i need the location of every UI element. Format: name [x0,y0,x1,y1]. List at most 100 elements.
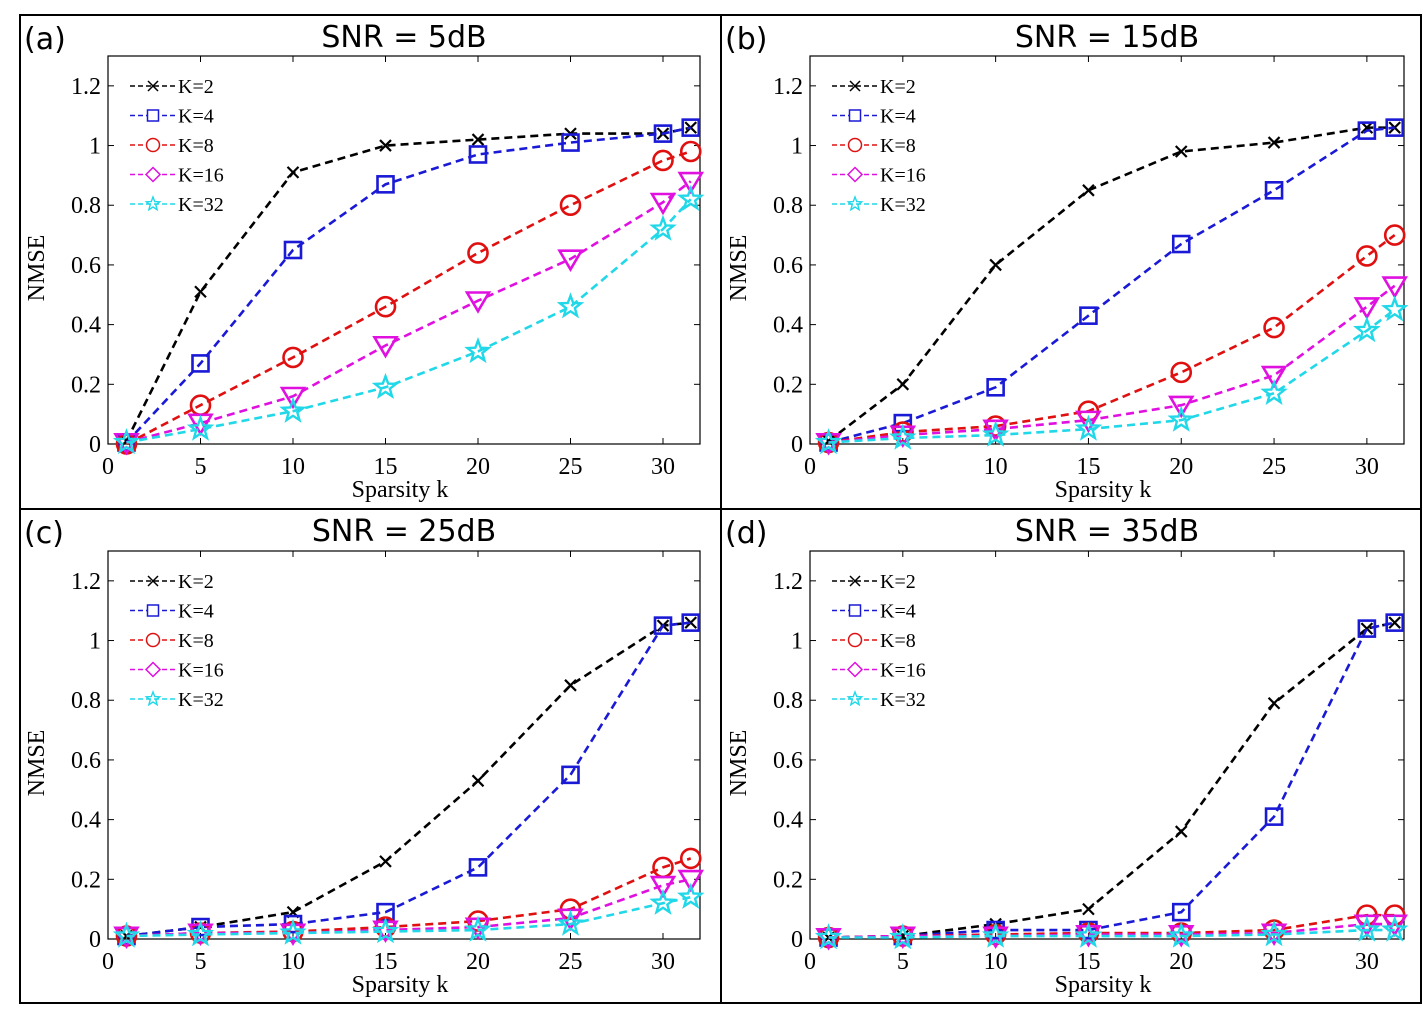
data-point [1385,118,1405,137]
series-line [126,621,691,938]
legend-label: K=4 [178,106,214,128]
legend-label: K=32 [880,689,926,711]
legend-label: K=2 [880,571,916,593]
y-tick-label: 0 [791,432,803,458]
legend-marker [846,690,864,707]
data-point [986,377,1005,397]
panel-label: (c) [24,516,64,551]
axes-frame [107,550,701,940]
data-point [684,616,698,629]
data-point [191,354,210,373]
legend-marker [146,109,160,122]
data-point [556,292,585,319]
legend-label: K=2 [178,571,214,593]
series-line [126,180,692,444]
y-tick-label: 0.8 [773,193,803,219]
data-point [677,184,705,211]
data-point [1380,295,1409,322]
x-tick-label: 30 [1355,949,1379,975]
legend-label: K=16 [880,165,926,187]
series-k-32 [112,882,705,948]
series-k-8 [115,140,702,455]
data-point [1357,121,1377,140]
x-tick-label: 10 [984,454,1008,480]
data-point [283,240,303,260]
chart-title: SNR = 5dB [321,20,486,55]
legend-marker [848,604,862,617]
data-point [1267,136,1281,149]
y-tick-label: 0.8 [71,193,101,219]
panel-label: (d) [725,516,767,551]
x-tick-label: 15 [374,949,398,975]
x-tick-label: 5 [195,454,207,480]
data-point [1264,807,1284,826]
x-tick-label: 25 [559,949,583,975]
x-tick-label: 20 [466,949,490,975]
x-tick-label: 25 [1262,949,1286,975]
y-tick-label: 0.4 [773,808,803,834]
series-line [828,126,1395,444]
legend-marker [847,137,863,153]
series-k-32 [814,295,1409,455]
data-point [649,192,677,216]
y-axis-label: NMSE [726,235,752,302]
axes-frame [809,55,1405,445]
data-point [649,888,677,915]
x-tick-label: 10 [984,949,1008,975]
data-point [464,915,492,942]
legend-marker [846,661,864,678]
data-point [681,613,701,632]
data-point [376,175,395,194]
data-point [653,616,673,635]
legend-label: K=4 [880,601,916,623]
legend-label: K=32 [178,689,224,711]
data-point [989,258,1002,272]
data-point [981,420,1010,447]
chart-panel-2: (b) SNR = 15dB 0 5 10 15 20 25 30 0 0.2 0.4 0.6 0.8 1 1… [720,14,1422,510]
y-tick-label: 1 [791,134,803,160]
y-tick-label: 1.2 [773,74,803,100]
y-tick-label: 0.2 [71,372,101,398]
y-tick-label: 0 [89,927,101,953]
series-line [126,198,692,444]
data-point [1356,245,1378,267]
data-point [561,133,580,152]
series-k-8 [817,224,1406,454]
data-point [984,415,1007,437]
legend-marker [145,137,161,153]
data-point [559,194,582,217]
legend-label: K=16 [178,660,224,682]
data-point [194,285,207,299]
y-tick-label: 1.2 [773,569,803,595]
data-point [379,855,392,868]
legend-marker [849,575,861,587]
x-tick-label: 30 [651,454,675,480]
legend-label: K=16 [880,660,926,682]
data-point [1388,616,1401,629]
y-tick-label: 0.2 [71,867,101,893]
y-tick-label: 0.6 [71,253,101,279]
panel-label: (b) [725,22,767,57]
x-tick-label: 15 [1076,949,1100,975]
data-point [677,171,705,195]
y-tick-label: 1.2 [71,569,101,595]
series-k-32 [112,184,705,455]
data-point [112,921,141,948]
x-axis-label: Sparsity k [352,972,449,998]
y-axis-label: NMSE [24,730,50,797]
legend-marker [146,604,160,617]
legend-label: K=8 [178,135,214,157]
data-point [286,166,300,179]
data-point [186,920,215,947]
data-point [557,249,584,272]
data-point [1167,921,1195,948]
data-point [464,291,492,314]
y-tick-label: 0.6 [773,253,803,279]
legend-marker [846,166,864,183]
series-line [126,895,692,938]
x-tick-label: 20 [1169,454,1193,480]
data-point [1074,921,1103,948]
series-k-32 [814,915,1409,950]
series-line [828,913,1395,939]
